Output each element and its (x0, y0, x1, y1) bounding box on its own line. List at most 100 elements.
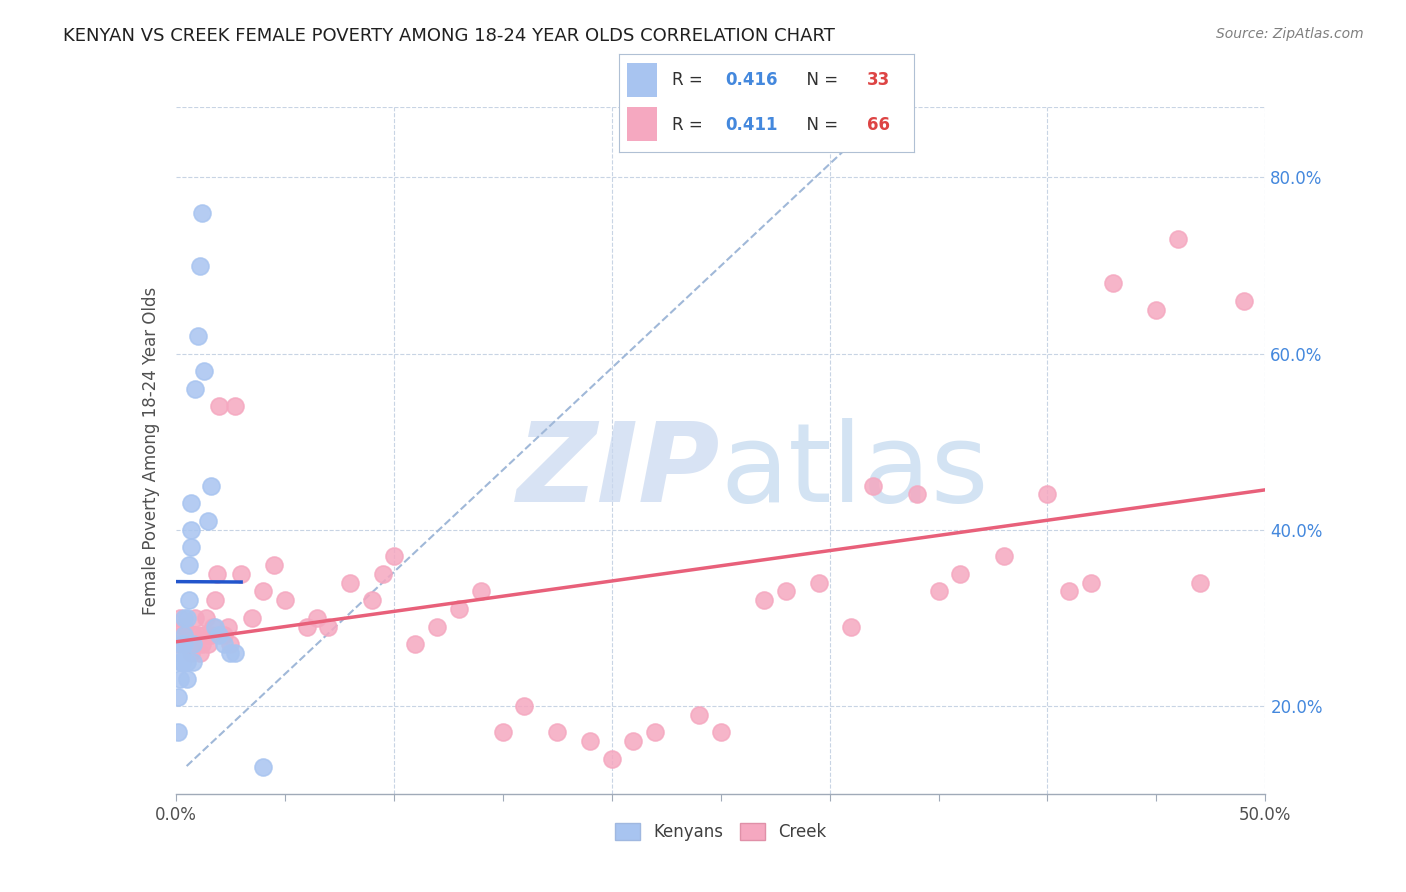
Point (176, 673, 198, 687)
Point (252, 584, 274, 599)
Text: 0.411: 0.411 (725, 116, 778, 134)
Point (180, 541, 202, 555)
Point (224, 646, 246, 660)
Text: N =: N = (796, 71, 844, 89)
Text: 0.416: 0.416 (725, 71, 778, 89)
Point (181, 628, 204, 642)
Point (177, 637, 200, 651)
Point (212, 637, 235, 651)
Point (176, 637, 198, 651)
Point (191, 205, 214, 219)
Point (212, 628, 235, 642)
Point (195, 611, 218, 625)
Point (180, 646, 202, 660)
Point (217, 619, 239, 633)
Point (177, 593, 200, 607)
Point (371, 566, 394, 581)
Point (862, 478, 884, 492)
Point (176, 611, 198, 625)
Point (193, 628, 215, 642)
Point (621, 734, 644, 748)
Point (295, 619, 318, 633)
Point (1167, 232, 1189, 246)
Point (181, 655, 204, 669)
Point (360, 593, 382, 607)
Point (204, 593, 226, 607)
Point (208, 628, 231, 642)
Point (382, 549, 405, 563)
Point (173, 611, 195, 625)
Point (949, 566, 972, 581)
Text: ZIP: ZIP (517, 417, 721, 524)
Bar (627, 63, 657, 96)
Point (167, 637, 190, 651)
Point (546, 725, 568, 739)
Point (644, 725, 666, 739)
Text: R =: R = (672, 71, 707, 89)
Point (219, 637, 242, 651)
Point (219, 646, 242, 660)
Point (339, 575, 361, 590)
Point (307, 611, 329, 625)
Point (181, 637, 204, 651)
Point (177, 558, 200, 572)
Point (579, 734, 602, 748)
Point (180, 523, 202, 537)
Point (1036, 487, 1059, 501)
Point (1189, 575, 1212, 590)
Point (186, 329, 209, 343)
Point (252, 760, 274, 774)
Text: KENYAN VS CREEK FEMALE POVERTY AMONG 18-24 YEAR OLDS CORRELATION CHART: KENYAN VS CREEK FEMALE POVERTY AMONG 18-… (63, 27, 835, 45)
Bar (627, 108, 657, 141)
Point (197, 637, 219, 651)
Point (173, 628, 195, 642)
Point (186, 628, 209, 642)
Point (200, 628, 222, 642)
Point (688, 707, 710, 722)
Point (492, 725, 515, 739)
Point (167, 690, 190, 704)
Point (710, 725, 733, 739)
Point (201, 619, 224, 633)
Y-axis label: Female Poverty Among 18-24 Year Olds: Female Poverty Among 18-24 Year Olds (142, 286, 160, 615)
Point (204, 619, 226, 633)
Point (169, 655, 191, 669)
Point (318, 619, 340, 633)
Point (191, 637, 214, 651)
Point (224, 400, 246, 414)
Point (231, 566, 253, 581)
Point (600, 752, 623, 766)
Text: atlas: atlas (721, 417, 988, 524)
Point (513, 698, 536, 713)
Point (754, 593, 776, 607)
Point (993, 549, 1015, 563)
Point (426, 619, 449, 633)
Point (172, 628, 194, 642)
Point (208, 400, 231, 414)
Point (172, 646, 194, 660)
Point (1080, 575, 1102, 590)
Point (928, 584, 950, 599)
Point (200, 478, 222, 492)
Point (188, 646, 211, 660)
Text: 33: 33 (866, 71, 890, 89)
Point (405, 637, 427, 651)
Point (905, 487, 928, 501)
Point (172, 655, 194, 669)
Point (193, 364, 215, 378)
Point (274, 593, 297, 607)
Point (184, 382, 207, 396)
Point (169, 611, 191, 625)
Point (1232, 293, 1256, 308)
Point (167, 725, 190, 739)
Point (470, 584, 492, 599)
Text: N =: N = (796, 116, 844, 134)
Point (180, 496, 202, 510)
Point (172, 637, 194, 651)
Point (176, 655, 198, 669)
Point (169, 673, 191, 687)
Point (240, 611, 263, 625)
Point (775, 584, 797, 599)
Text: Source: ZipAtlas.com: Source: ZipAtlas.com (1216, 27, 1364, 41)
Text: R =: R = (672, 116, 707, 134)
